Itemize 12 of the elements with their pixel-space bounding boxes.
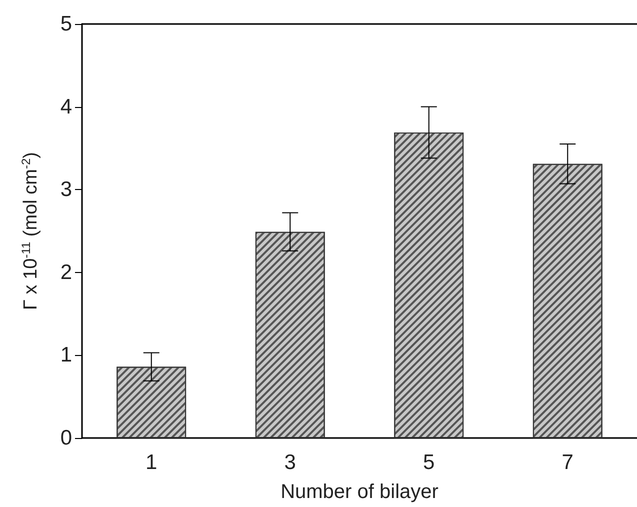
x-tick-label: 5 <box>423 451 435 474</box>
y-tick-label: 4 <box>60 95 72 118</box>
x-tick-label: 3 <box>284 451 296 474</box>
x-tick-label: 7 <box>562 451 574 474</box>
y-tick-label: 5 <box>60 12 72 36</box>
y-tick-label: 1 <box>60 344 72 367</box>
y-tick-label: 0 <box>60 426 72 450</box>
y-tick-label: 3 <box>60 178 72 202</box>
x-axis-title: Number of bilayer <box>280 481 439 503</box>
x-tick-label: 1 <box>146 451 158 474</box>
y-tick-label: 2 <box>60 260 72 284</box>
y-axis-title: Γ x 10-11 (mol cm-2) <box>19 152 42 310</box>
